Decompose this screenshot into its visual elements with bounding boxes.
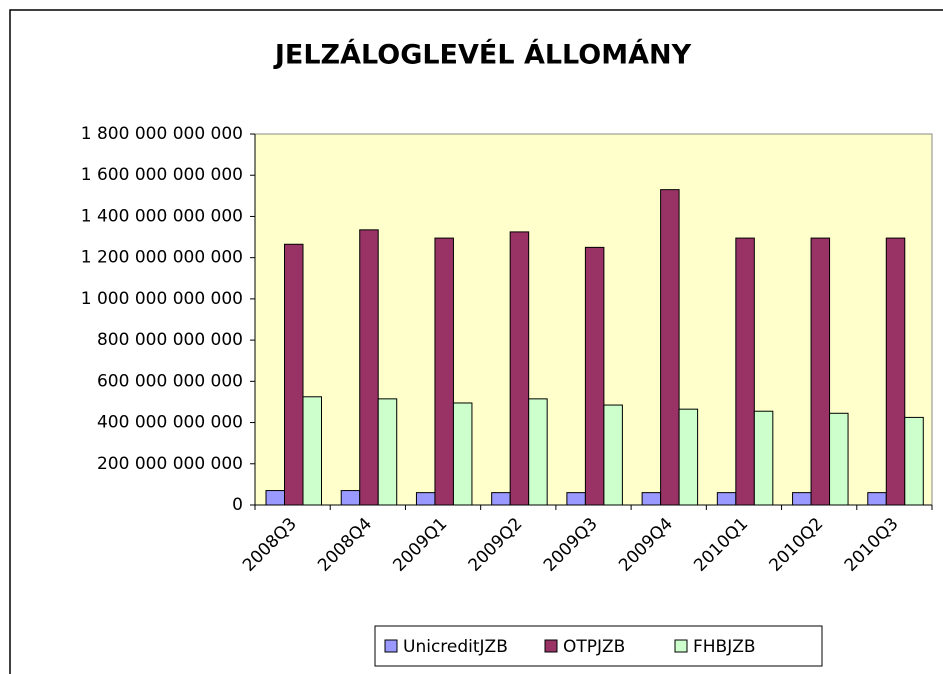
legend-swatch — [674, 639, 688, 653]
y-tick-label: 1 200 000 000 000 — [81, 248, 243, 268]
legend-label: FHBJZB — [693, 637, 756, 657]
bar — [566, 492, 586, 506]
bar — [867, 492, 887, 506]
bar — [528, 398, 548, 506]
bar — [302, 396, 322, 506]
bar — [904, 416, 924, 506]
y-tick-label: 1 000 000 000 000 — [81, 289, 243, 309]
legend-swatch — [384, 639, 398, 653]
legend-box — [374, 625, 823, 667]
legend-label: UnicreditJZB — [403, 637, 508, 657]
bar — [491, 492, 511, 506]
bar — [716, 492, 737, 506]
y-tick-label: 0 — [232, 495, 243, 515]
y-tick-label: 800 000 000 000 — [97, 330, 243, 350]
bar — [735, 237, 755, 506]
y-tick-label: 1 600 000 000 000 — [81, 165, 243, 185]
bar — [415, 492, 436, 506]
chart-title: JELZÁLOGLEVÉL ÁLLOMÁNY — [273, 39, 692, 71]
bar — [678, 408, 699, 506]
bar — [434, 237, 454, 506]
y-tick-label: 200 000 000 000 — [97, 454, 243, 474]
bar — [885, 237, 906, 506]
bar — [377, 398, 398, 506]
y-tick-label: 400 000 000 000 — [97, 413, 243, 433]
bar — [284, 243, 304, 506]
bar — [792, 492, 812, 506]
bar — [584, 246, 605, 506]
bar — [829, 412, 849, 506]
bar — [340, 490, 361, 506]
bar — [452, 402, 473, 506]
bar — [265, 490, 285, 506]
y-tick-label: 600 000 000 000 — [97, 371, 243, 391]
bar — [603, 404, 623, 506]
y-tick-label: 1 400 000 000 000 — [81, 206, 243, 226]
bar — [660, 189, 680, 506]
bar — [359, 229, 379, 506]
bar — [753, 410, 774, 506]
legend-label: OTPJZB — [563, 637, 625, 657]
legend-swatch — [544, 639, 558, 653]
bar — [810, 237, 831, 506]
bar — [641, 492, 662, 506]
bar — [509, 231, 530, 506]
y-tick-label: 1 800 000 000 000 — [81, 124, 243, 144]
